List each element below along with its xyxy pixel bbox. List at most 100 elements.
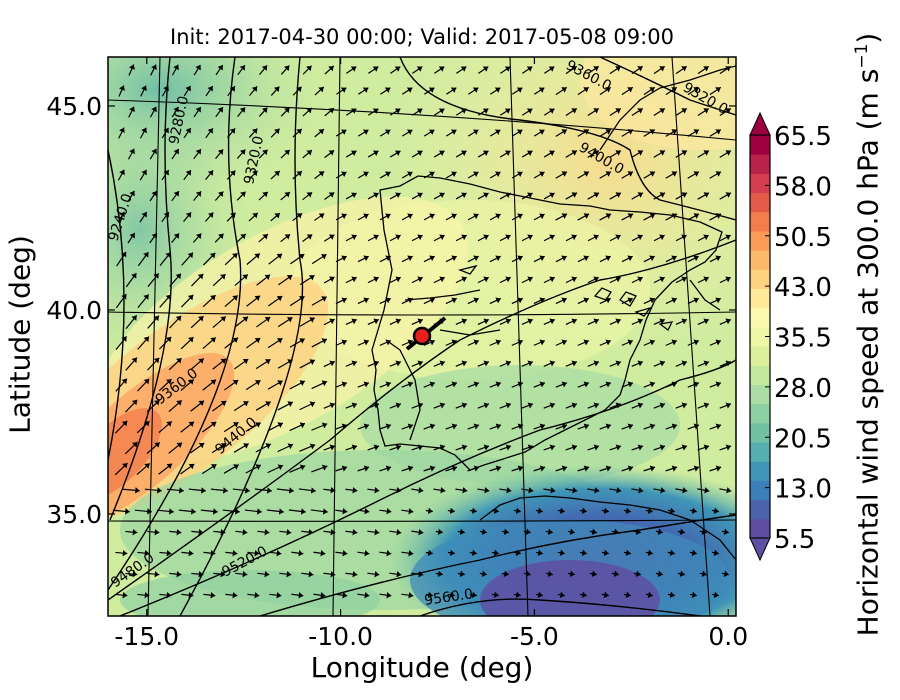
wind-arrow-head [503, 570, 509, 578]
wind-arrow-head [129, 190, 135, 197]
wind-arrow-head [625, 507, 631, 514]
wind-arrow-head [232, 295, 238, 301]
wind-arrow-head [385, 171, 391, 178]
wind-arrow-head [715, 381, 721, 388]
wind-arrow-head [725, 276, 731, 283]
wind-arrow-head [274, 170, 280, 177]
wind-arrow-head [372, 66, 379, 72]
wind-arrow-head [274, 213, 280, 219]
wind-arrow-head [217, 107, 223, 113]
wind-arrow-head [373, 234, 379, 241]
wind-arrow-head [681, 234, 687, 241]
wind-arrow-head [681, 66, 687, 72]
wind-arrow-head [583, 87, 589, 93]
wind-arrow-head [298, 254, 305, 260]
wind-arrow-head [703, 360, 709, 367]
wind-arrow-head [561, 255, 567, 262]
colorbar-label: Horizontal wind speed at 300.0 hPa (m s−… [851, 32, 885, 637]
wind-arrow-head [627, 465, 634, 472]
wind-arrow-head [526, 66, 533, 72]
wind-arrow-head [153, 273, 159, 279]
wind-arrow-head [482, 66, 489, 72]
wind-arrow-head [328, 192, 335, 198]
wind-arrow-head [407, 339, 413, 346]
wind-arrow-head [417, 192, 423, 199]
wind-arrow-head [318, 129, 324, 135]
wind-arrow-head [341, 465, 348, 472]
wind-arrow-head [715, 171, 721, 177]
wind-arrow-head [561, 465, 568, 472]
wind-arrow-head [451, 465, 458, 472]
wind-arrow-head [254, 253, 260, 259]
wind-arrow-head [725, 234, 731, 241]
wind-arrow-head [659, 402, 665, 409]
wind-arrow-head [330, 529, 336, 536]
wind-arrow-head [416, 108, 423, 114]
wind-arrow-head [681, 192, 688, 198]
wind-arrow-head [635, 570, 641, 577]
wind-arrow-head [386, 508, 392, 515]
wind-arrow-head [407, 465, 414, 472]
wind-arrow-head [173, 106, 179, 113]
wind-arrow-head [637, 444, 644, 451]
wind-arrow-head [141, 85, 147, 92]
wind-arrow-head [163, 212, 169, 218]
plot-frame [107, 56, 737, 617]
wind-arrow-head [198, 528, 204, 536]
wind-arrow-head [715, 129, 721, 135]
wind-arrow-head [131, 273, 137, 279]
wind-arrow-head [571, 234, 577, 241]
wind-arrow-head [309, 359, 315, 365]
wind-arrow-head [481, 570, 487, 578]
wind-arrow-head [329, 276, 335, 283]
wind-arrow-head [265, 401, 271, 407]
wind-arrow-head [495, 213, 501, 220]
wind-arrow-head [571, 192, 578, 198]
wind-arrow-head [188, 591, 194, 599]
wind-arrow-head [725, 108, 731, 114]
wind-arrow-head [472, 129, 479, 135]
wind-arrow-head [494, 129, 501, 135]
wind-arrow-head [299, 338, 305, 344]
wind-arrow-head [342, 592, 348, 599]
wind-arrow-head [427, 549, 433, 557]
wind-arrow-head [461, 192, 467, 199]
wind-arrow-head [176, 570, 182, 578]
wind-arrow-head [229, 128, 236, 134]
wind-arrow-head [569, 570, 575, 577]
wind-arrow-head [548, 108, 555, 114]
wind-arrow-head [537, 591, 543, 598]
wind-arrow-head [394, 150, 401, 156]
wind-arrow-head [299, 422, 306, 429]
wind-arrow-head [351, 234, 357, 241]
wind-arrow-head [605, 339, 611, 346]
wind-arrow-head [569, 528, 575, 535]
x-axis-label: Longitude (deg) [310, 651, 534, 684]
wind-arrow-head [715, 213, 722, 219]
wind-arrow-head [261, 65, 268, 71]
wind-arrow-head [385, 297, 391, 304]
wind-arrow-head [166, 463, 172, 470]
wind-arrow-head [341, 255, 347, 262]
wind-arrow-head [627, 339, 633, 346]
wind-arrow-head [284, 192, 290, 198]
wind-arrow-head [151, 64, 157, 71]
wind-arrow-head [341, 423, 347, 430]
wind-arrow-head [671, 423, 677, 430]
wind-arrow-head [166, 549, 172, 557]
wind-arrow-head [605, 255, 611, 262]
wind-arrow-head [637, 402, 643, 409]
wind-arrow-head [254, 549, 260, 557]
wind-arrow-head [725, 66, 731, 72]
wind-arrow-head [459, 528, 465, 536]
wind-arrow-head [394, 66, 401, 72]
wind-arrow-head [679, 570, 685, 577]
wind-arrow-head [322, 464, 328, 471]
wind-arrow-head [671, 339, 677, 346]
wind-arrow-head [483, 234, 489, 241]
colorbar-tick-label: 50.5 [774, 223, 832, 253]
wind-arrow-head [461, 318, 467, 325]
wind-arrow-head [583, 129, 589, 135]
wind-arrow-head [232, 337, 239, 344]
wind-arrow-head [659, 150, 665, 156]
